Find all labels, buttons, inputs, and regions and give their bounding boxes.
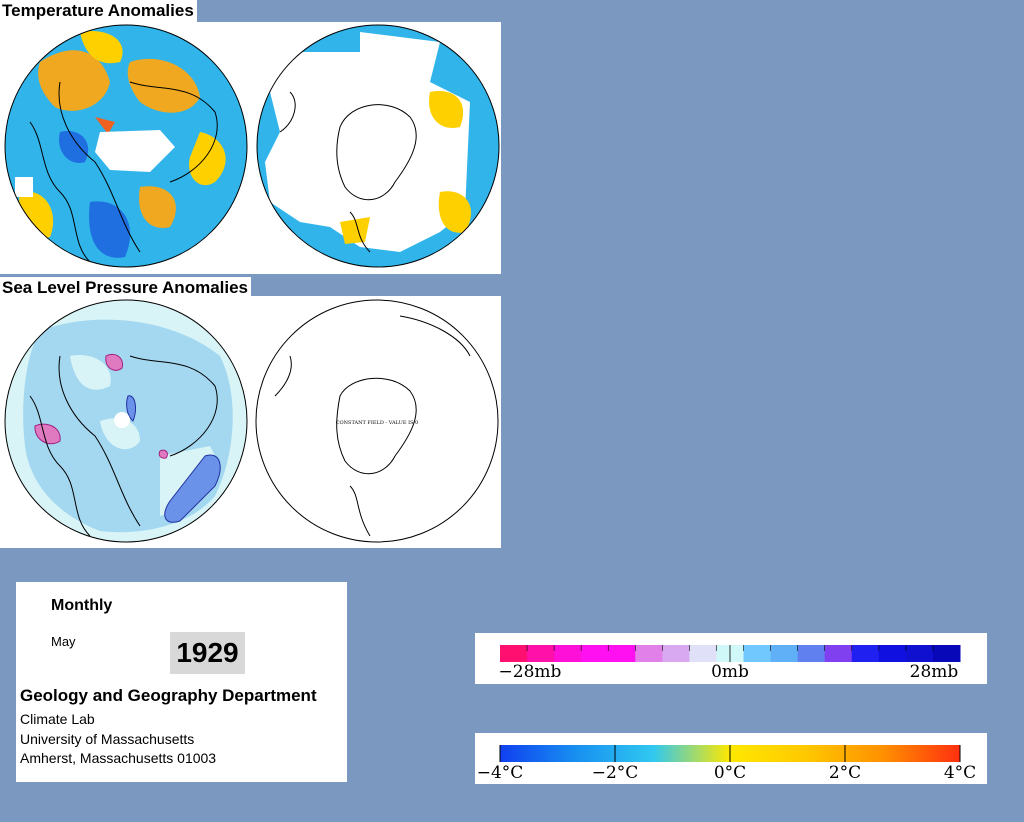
pressure-swatch xyxy=(500,645,528,662)
university-name: University of Massachusetts xyxy=(20,731,195,747)
pressure-swatch xyxy=(824,645,853,662)
pressure-south-map: CONSTANT FIELD - VALUE IS 0 xyxy=(256,300,498,542)
temperature-anomalies-title: Temperature Anomalies xyxy=(0,0,197,22)
year-display: 1929 xyxy=(170,632,245,674)
constant-field-note: CONSTANT FIELD - VALUE IS 0 xyxy=(336,420,419,426)
temperature-maps-panel xyxy=(0,22,501,274)
pressure-swatch xyxy=(743,645,772,662)
pressure-swatch xyxy=(932,645,961,662)
info-box: Monthly May 1929 Geology and Geography D… xyxy=(16,582,347,782)
pressure-tick-zero: 0mb xyxy=(711,662,749,682)
pressure-swatch xyxy=(689,645,717,662)
pressure-swatch xyxy=(554,645,582,662)
pressure-north-map xyxy=(5,300,247,542)
temperature-tick-plus2: 2°C xyxy=(829,763,861,783)
pressure-swatch xyxy=(608,645,636,662)
temperature-north-map xyxy=(5,25,247,267)
pressure-swatch xyxy=(635,645,663,662)
address: Amherst, Massachusetts 01003 xyxy=(20,750,217,766)
temperature-color-legend: −4°C −2°C 0°C 2°C 4°C xyxy=(475,733,987,784)
pressure-swatch xyxy=(851,645,880,662)
temperature-south-map xyxy=(257,25,499,267)
pressure-tick-min: −28mb xyxy=(499,662,562,682)
department-name: Geology and Geography Department xyxy=(20,686,317,705)
pressure-swatches xyxy=(500,645,961,662)
pressure-swatch xyxy=(527,645,555,662)
temperature-tick-plus4: 4°C xyxy=(944,763,976,783)
temperature-tick-minus2: −2°C xyxy=(592,763,639,783)
lab-name: Climate Lab xyxy=(20,711,95,727)
pressure-swatch xyxy=(770,645,799,662)
pressure-tick-max: 28mb xyxy=(910,662,959,682)
pressure-anomalies-title: Sea Level Pressure Anomalies xyxy=(0,277,252,299)
pressure-swatch xyxy=(581,645,609,662)
temperature-tick-zero: 0°C xyxy=(714,763,746,783)
pressure-swatch xyxy=(878,645,907,662)
pressure-swatch xyxy=(797,645,826,662)
pressure-color-legend: −28mb 0mb 28mb xyxy=(475,633,987,684)
frequency-label: Monthly xyxy=(51,597,113,614)
month-label: May xyxy=(51,634,76,649)
pressure-maps-panel: CONSTANT FIELD - VALUE IS 0 xyxy=(0,296,501,548)
temperature-tick-minus4: −4°C xyxy=(477,763,524,783)
pressure-swatch xyxy=(662,645,690,662)
pressure-swatch xyxy=(905,645,934,662)
